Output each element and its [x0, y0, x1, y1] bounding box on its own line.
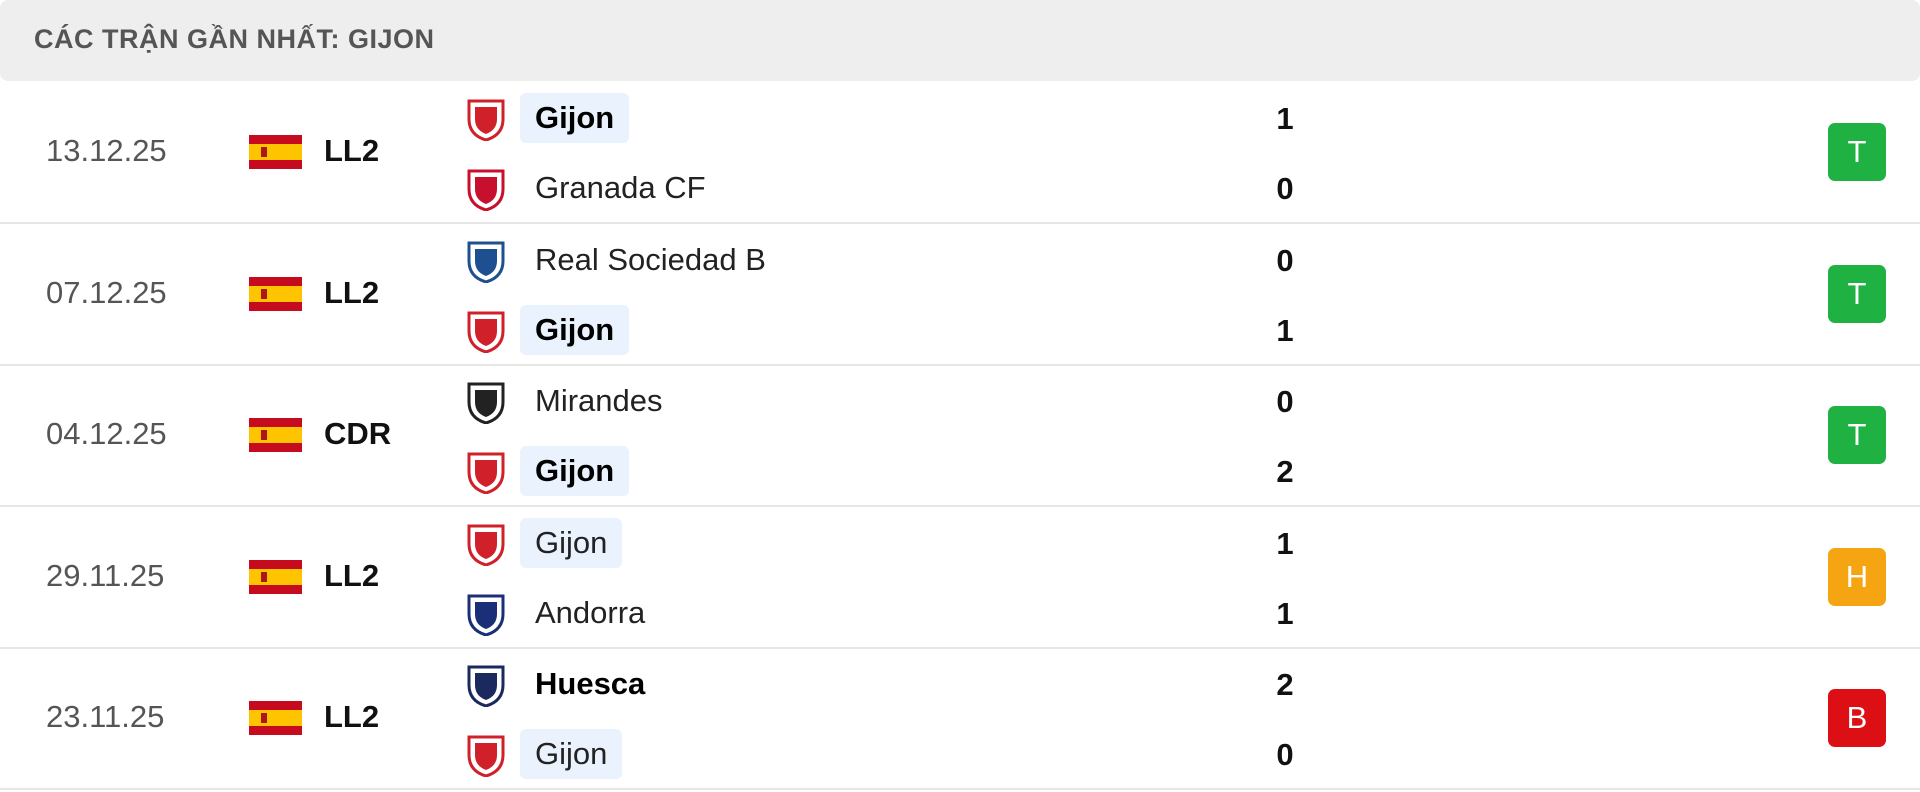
team-name: Real Sociedad B	[535, 241, 766, 277]
score: 2	[1276, 454, 1294, 489]
team-name: Andorra	[535, 594, 646, 630]
league: LL2	[324, 133, 380, 168]
score: 0	[1276, 737, 1294, 772]
team-name: Huesca	[535, 666, 646, 701]
match-date: 07.12.25	[46, 274, 167, 310]
flag	[249, 559, 302, 594]
match-row: 29.11.25 LL2 Gijon 1 Andorra 1 H	[0, 506, 1920, 649]
match-date: 23.11.25	[46, 699, 165, 734]
flag	[249, 701, 302, 735]
team-logo	[467, 99, 505, 141]
score: 1	[1276, 312, 1294, 348]
result-badge: T	[1828, 123, 1886, 181]
team-name: Gijon	[520, 729, 623, 779]
flag	[249, 418, 302, 452]
header: CÁC TRẬN GẦN NHẤT: GIJON	[0, 0, 1920, 81]
score: 1	[1276, 525, 1294, 561]
team-logo	[467, 524, 505, 566]
header-title: CÁC TRẬN GẦN NHẤT: GIJON	[34, 24, 435, 54]
league: LL2	[324, 274, 380, 310]
match-date: 13.12.25	[46, 133, 167, 168]
score: 2	[1276, 667, 1294, 702]
result-badge: T	[1828, 406, 1886, 464]
result-badge: H	[1828, 547, 1886, 606]
match-row: 04.12.25 CDR Mirandes 0 Gijon 2 T	[0, 364, 1920, 507]
match-row: 07.12.25 LL2 Real Sociedad B 0 Gijon 1 T	[0, 223, 1920, 366]
team-name: Mirandes	[535, 383, 663, 418]
team-name: Gijon	[520, 446, 630, 496]
team-logo	[467, 382, 505, 424]
league: LL2	[324, 699, 380, 734]
score: 0	[1276, 384, 1294, 419]
match-row: 13.12.25 LL2 Gijon 1 Granada CF 0 T	[0, 81, 1920, 224]
team-logo	[467, 311, 505, 353]
team-logo	[467, 735, 505, 777]
score: 0	[1276, 242, 1294, 278]
score: 1	[1276, 595, 1294, 631]
team-name: Gijon	[520, 93, 630, 143]
result-badge: T	[1828, 264, 1886, 323]
match-date: 04.12.25	[46, 416, 167, 451]
flag	[249, 135, 302, 169]
league: LL2	[324, 557, 380, 593]
match-row: 23.11.25 LL2 Huesca 2 Gijon 0 B	[0, 647, 1920, 790]
team-logo	[467, 452, 505, 494]
team-name: Granada CF	[535, 170, 706, 205]
team-logo	[467, 594, 505, 636]
team-logo	[467, 665, 505, 707]
team-logo	[467, 169, 505, 211]
score: 1	[1276, 101, 1294, 136]
team-name: Gijon	[520, 517, 623, 568]
team-logo	[467, 241, 505, 283]
match-date: 29.11.25	[46, 557, 165, 593]
flag	[249, 276, 302, 311]
team-name: Gijon	[520, 304, 630, 355]
league: CDR	[324, 416, 392, 451]
score: 0	[1276, 171, 1294, 206]
result-badge: B	[1828, 689, 1886, 747]
